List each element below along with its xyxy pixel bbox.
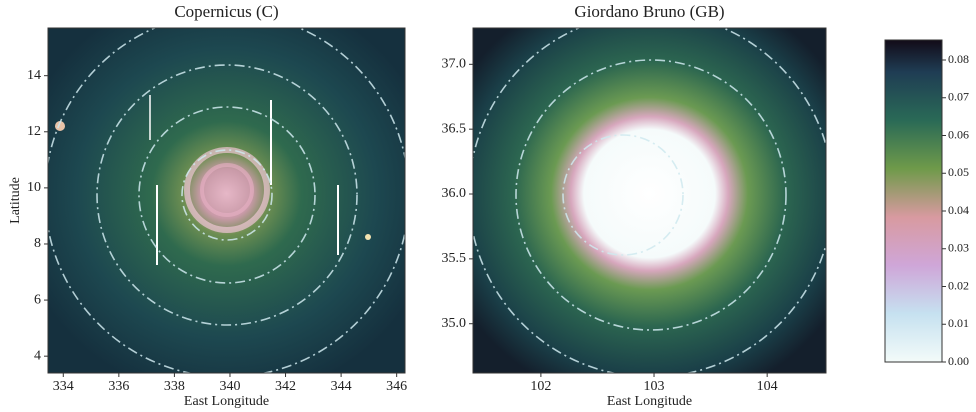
y-tick-label: 36.5 xyxy=(442,121,467,136)
y-tick-label: 36.0 xyxy=(442,186,467,201)
x-tick-label: 104 xyxy=(757,379,778,394)
colorbar-tick-label: 0.05 xyxy=(948,165,969,179)
y-tick-label: 35.5 xyxy=(442,251,467,266)
x-tick-label: 102 xyxy=(530,379,551,394)
y-tick-label: 35.0 xyxy=(442,316,467,331)
figure: Copernicus (C) East Longitude Latitude 334 3… xyxy=(0,0,976,412)
x-tick-label: 334 xyxy=(53,379,74,394)
image-copernicus xyxy=(45,13,409,377)
x-axis-label: East Longitude xyxy=(607,394,692,409)
colorbar-tick-label: 0.06 xyxy=(948,127,969,141)
colorbar-tick-label: 0.00 xyxy=(948,354,969,368)
image-giordano-bruno xyxy=(469,13,833,377)
y-tick-label: 10 xyxy=(27,180,41,195)
colorbar-tick-label: 0.02 xyxy=(948,278,969,292)
x-tick-label: 103 xyxy=(644,379,665,394)
colorbar-tick-label: 0.08 xyxy=(948,52,969,66)
y-tick-label: 37.0 xyxy=(442,57,467,72)
x-tick-label: 342 xyxy=(275,379,296,394)
panel-title: Copernicus (C) xyxy=(174,2,278,21)
colorbar xyxy=(885,40,942,362)
x-tick-label: 346 xyxy=(386,379,407,394)
x-axis-label: East Longitude xyxy=(184,394,269,409)
x-tick-label: 344 xyxy=(331,379,352,394)
x-tick-label: 340 xyxy=(219,379,240,394)
x-tick-label: 338 xyxy=(164,379,185,394)
colorbar-tick-label: 0.07 xyxy=(948,90,969,104)
y-tick-label: 4 xyxy=(34,348,41,363)
y-tick-label: 12 xyxy=(27,124,41,139)
colorbar-tick-label: 0.03 xyxy=(948,241,969,255)
x-tick-label: 336 xyxy=(108,379,129,394)
y-tick-label: 14 xyxy=(27,68,41,83)
panel-title: Giordano Bruno (GB) xyxy=(574,2,724,21)
colorbar-tick-label: 0.01 xyxy=(948,316,969,330)
colorbar-tick-label: 0.04 xyxy=(948,203,969,217)
y-axis-label: Latitude xyxy=(8,177,23,224)
y-tick-label: 8 xyxy=(34,236,41,251)
y-tick-label: 6 xyxy=(34,292,41,307)
